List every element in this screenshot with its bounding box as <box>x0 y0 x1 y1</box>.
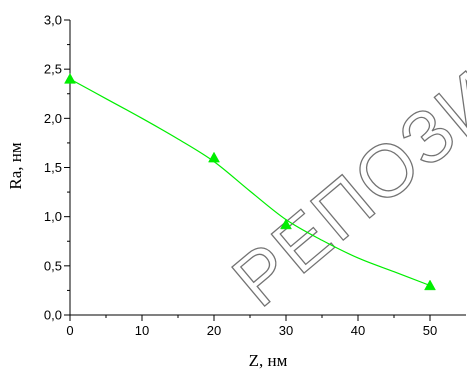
y-tick-label: 3,0 <box>44 13 62 28</box>
fit-layer <box>69 78 431 287</box>
x-tick-label: 40 <box>351 323 365 338</box>
y-tick-label: 1,5 <box>44 160 62 175</box>
y-tick-label: 0,5 <box>44 258 62 273</box>
data-point-marker <box>208 151 220 163</box>
data-point-marker <box>64 72 76 84</box>
axes: 0 10 20 30 40 50 0,0 0,5 1,0 1,5 2,0 2,5 3,0 <box>44 13 466 338</box>
y-tick-label: 2,0 <box>44 111 62 126</box>
x-tick-label: 30 <box>279 323 293 338</box>
y-tick-label: 0,0 <box>44 308 62 323</box>
data-point-marker <box>424 279 436 291</box>
y-tick-label: 2,5 <box>44 62 62 77</box>
x-tick-label: 20 <box>207 323 221 338</box>
points-layer <box>64 72 436 291</box>
x-tick-label: 0 <box>66 323 73 338</box>
y-axis-title: Ra, нм <box>6 142 25 189</box>
x-axis-title: Z, нм <box>249 351 288 370</box>
x-tick-label: 10 <box>135 323 149 338</box>
fit-curve <box>69 78 431 287</box>
data-point-marker <box>280 218 292 230</box>
x-tick-label: 50 <box>423 323 437 338</box>
y-tick-label: 1,0 <box>44 209 62 224</box>
